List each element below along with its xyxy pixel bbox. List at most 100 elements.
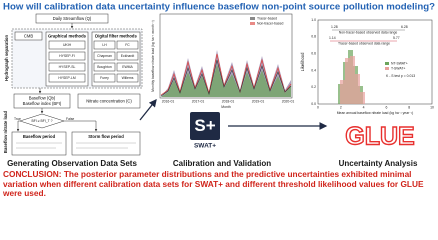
y-tick-label: 0.0 <box>311 102 316 106</box>
conclusion: CONCLUSION: The posterior parameter dist… <box>3 169 435 199</box>
y-tick-label: 1.0 <box>311 18 316 22</box>
method-box <box>116 62 139 72</box>
baseflow-label: Baseflow (Qb) <box>29 95 56 100</box>
method-label: HYSEP-LM <box>58 76 76 80</box>
nitrate-label: Nitrate concentration (C) <box>86 98 132 103</box>
method-box <box>93 73 116 83</box>
range-label: Tracer-based observed data range <box>338 41 390 45</box>
storm-period: Storm flow period <box>88 134 124 139</box>
conclusion-text: The posterior parameter distributions an… <box>3 169 424 198</box>
x-tick-label: 2017-01 <box>192 99 205 103</box>
method-label: Chapman <box>97 54 112 58</box>
x-tick-label: 8 <box>408 105 410 109</box>
method-box <box>48 73 86 83</box>
flow-arrow <box>139 98 157 121</box>
arrow <box>64 120 98 132</box>
method-label: HYSEP-FI <box>59 54 75 58</box>
legend-swatch <box>385 62 389 65</box>
load-label: Baseflow nitrate load <box>3 111 8 154</box>
nitrate-box <box>77 93 141 109</box>
range-value: 6.28 <box>401 25 408 29</box>
x-tick-label: 2020-01 <box>282 99 295 103</box>
x-tick-label: 2019-01 <box>252 99 265 103</box>
x-tick-label: 6 <box>385 105 387 109</box>
y-tick-label: 0.2 <box>311 85 316 89</box>
range-value: 1.14 <box>329 36 336 40</box>
conclusion-label: CONCLUSION: <box>3 169 62 179</box>
tracer-box <box>14 31 43 41</box>
x-tick-label: 0 <box>317 105 319 109</box>
storm-period-box <box>71 131 141 156</box>
range-value: 1.28 <box>331 25 338 29</box>
legend-swatch <box>250 22 255 25</box>
test-label: K - S test p = 0.013 <box>386 74 415 78</box>
method-box <box>48 51 86 61</box>
x-ticks: 2016-01 2017-01 2018-01 2019-01 2020-01 <box>162 99 295 103</box>
false-label: False <box>66 117 74 121</box>
calibration-chart: Monthly baseflow nitrate load (kg ha⁻¹ m… <box>151 13 295 168</box>
x-label: Mean annual baseflow nitrate load (kg ha… <box>337 111 414 115</box>
histogram <box>338 50 365 104</box>
method-label: EWMA <box>122 65 133 69</box>
x-label: Month <box>221 105 231 109</box>
logo: GLUE <box>345 123 414 151</box>
condition: BFI ≥ BFI_T ? <box>31 119 52 123</box>
method-label: LH <box>102 43 107 47</box>
legend-label: NT-SWAT+ <box>391 62 408 66</box>
y-tick-label: 0.8 <box>311 35 316 39</box>
x-tick-label: 4 <box>363 105 365 109</box>
x-ticks: 0 2 4 6 8 10 <box>317 105 434 109</box>
page: How will calibration data uncertainty in… <box>3 1 435 199</box>
side-label: Hydrograph separation <box>4 35 9 82</box>
plot-frame <box>317 19 433 105</box>
digital-items: LH FC Chapman Eckhardt Boughton EWMA Furey Will… <box>93 40 139 83</box>
band <box>161 64 291 97</box>
method-label: Eckhardt <box>121 54 134 58</box>
x-tick-label: 2016-01 <box>162 99 175 103</box>
method-label: UKIH <box>63 43 72 47</box>
hist-bar <box>360 92 365 104</box>
logo-box <box>190 112 220 140</box>
caption: Uncertainty Analysis <box>339 159 418 168</box>
flowchart: Daily Streamflow (Q) Hydrograph separati… <box>3 13 143 168</box>
graphical-items: UKIH HYSEP-FI HYSEP-SL HYSEP-LM <box>48 40 86 83</box>
logo: S+ <box>194 116 215 135</box>
tracer-label: CMB <box>24 33 34 38</box>
range-value: 5.77 <box>393 36 400 40</box>
y-ticks: 0.0 0.2 0.4 0.6 0.8 1.0 <box>311 18 316 106</box>
x-tick-label: 10 <box>430 105 434 109</box>
hist-bar <box>345 58 350 104</box>
method-label: Furey <box>100 76 109 80</box>
digital-title: Digital filter methods <box>95 34 137 39</box>
series-line <box>160 59 292 97</box>
title: How will calibration data uncertainty in… <box>3 1 435 11</box>
method-box <box>116 51 139 61</box>
hist-bar <box>355 74 360 104</box>
baseflow-period-box <box>11 131 67 156</box>
legend-swatch <box>250 17 255 20</box>
y-label: Monthly baseflow nitrate load (kg ha⁻¹ m… <box>151 20 155 92</box>
bfi-label: Baseflow index (BFI) <box>23 101 62 106</box>
decision <box>19 113 65 129</box>
graphical-title: Graphical methods <box>48 34 87 39</box>
legend-label: Tracer-based <box>257 17 277 21</box>
logo-caption: SWAT+ <box>194 143 216 150</box>
baseflow-period: Baseflow period <box>23 134 56 139</box>
legend-label: T-SWAT+ <box>391 67 405 71</box>
y-tick-label: 0.6 <box>311 51 316 55</box>
range-label: Non-tracer-based observed data range <box>339 30 398 34</box>
arrow <box>16 120 20 132</box>
y-tick-label: 0.4 <box>311 68 316 72</box>
method-label: Boughton <box>97 65 112 69</box>
abstract: How will calibration data uncertainty in… <box>3 1 435 168</box>
input-label: Daily Streamflow (Q) <box>53 16 92 21</box>
method-label: HYSEP-SL <box>59 65 76 69</box>
method-box <box>93 62 116 72</box>
y-label: Likelihood <box>300 52 305 72</box>
method-label: FC <box>125 43 130 47</box>
method-box <box>48 62 86 72</box>
method-box <box>93 51 116 61</box>
caption: Calibration and Validation <box>173 159 271 168</box>
method-box <box>116 40 139 50</box>
x-tick-label: 2018-01 <box>222 99 235 103</box>
